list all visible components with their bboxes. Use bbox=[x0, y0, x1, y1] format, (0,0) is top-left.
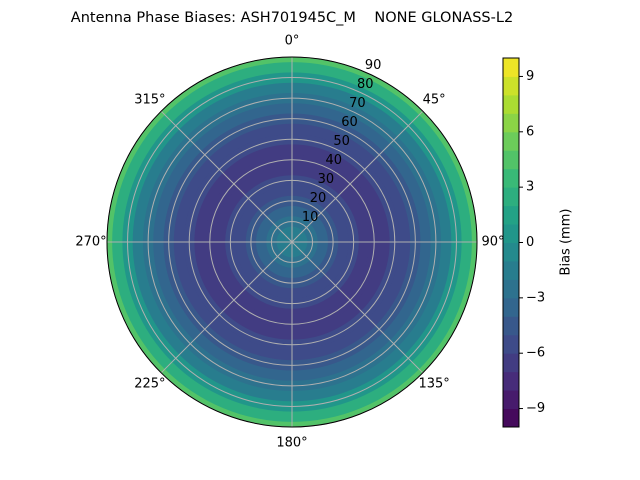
r-tick-label: 90 bbox=[365, 58, 382, 73]
colorbar-band bbox=[503, 94, 519, 114]
colorbar-band bbox=[503, 224, 519, 243]
colorbar-band bbox=[503, 113, 519, 133]
colorbar-band bbox=[503, 408, 519, 428]
colorbar-tick-label: 6 bbox=[526, 124, 534, 139]
colorbar-band bbox=[503, 150, 519, 170]
colorbar-band bbox=[503, 279, 519, 299]
colorbar-band bbox=[503, 131, 519, 151]
grid-spoke bbox=[291, 241, 424, 374]
r-tick-label: 20 bbox=[310, 191, 327, 206]
colorbar-tick-label: 9 bbox=[526, 69, 534, 84]
r-tick-label: 70 bbox=[349, 96, 366, 111]
r-tick-label: 60 bbox=[341, 115, 358, 130]
chart-title: Antenna Phase Biases: ASH701945C_M NONE … bbox=[71, 10, 513, 26]
colorbar-tick-label: 3 bbox=[526, 180, 534, 195]
r-tick-label: 10 bbox=[302, 210, 319, 225]
colorbar-band bbox=[503, 371, 519, 391]
colorbar-band bbox=[503, 205, 519, 225]
colorbar-band bbox=[503, 297, 519, 317]
r-tick-label: 80 bbox=[357, 77, 374, 92]
colorbar-band bbox=[503, 58, 519, 77]
theta-tick-label: 180° bbox=[276, 436, 307, 451]
colorbar-band bbox=[503, 168, 519, 188]
colorbar-band bbox=[503, 242, 519, 262]
theta-tick-label: 90° bbox=[481, 235, 504, 250]
colorbar-tick-label: −6 bbox=[526, 346, 545, 361]
colorbar-band bbox=[503, 334, 519, 354]
grid-spoke bbox=[291, 110, 424, 243]
colorbar-label: Bias (mm) bbox=[559, 209, 574, 276]
r-tick-label: 40 bbox=[325, 153, 342, 168]
theta-tick-label: 45° bbox=[423, 92, 446, 107]
colorbar-band bbox=[503, 390, 519, 410]
theta-tick-label: 0° bbox=[285, 34, 300, 49]
colorbar-band bbox=[503, 187, 519, 207]
colorbar-band bbox=[503, 76, 519, 96]
colorbar-tick-label: 0 bbox=[526, 235, 534, 250]
theta-tick-label: 135° bbox=[418, 377, 449, 392]
r-tick-label: 30 bbox=[318, 172, 335, 187]
polar-frame bbox=[106, 56, 478, 428]
colorbar-tick-label: −9 bbox=[526, 401, 545, 416]
theta-tick-label: 225° bbox=[134, 377, 165, 392]
colorbar-band bbox=[503, 353, 519, 373]
colorbar-band bbox=[503, 316, 519, 336]
colorbar-tick-label: −3 bbox=[526, 290, 545, 305]
theta-tick-label: 270° bbox=[75, 235, 106, 250]
r-tick-label: 50 bbox=[333, 134, 350, 149]
grid-spoke bbox=[160, 241, 293, 374]
theta-tick-label: 315° bbox=[134, 92, 165, 107]
grid-spoke bbox=[160, 110, 293, 243]
colorbar-band bbox=[503, 260, 519, 280]
